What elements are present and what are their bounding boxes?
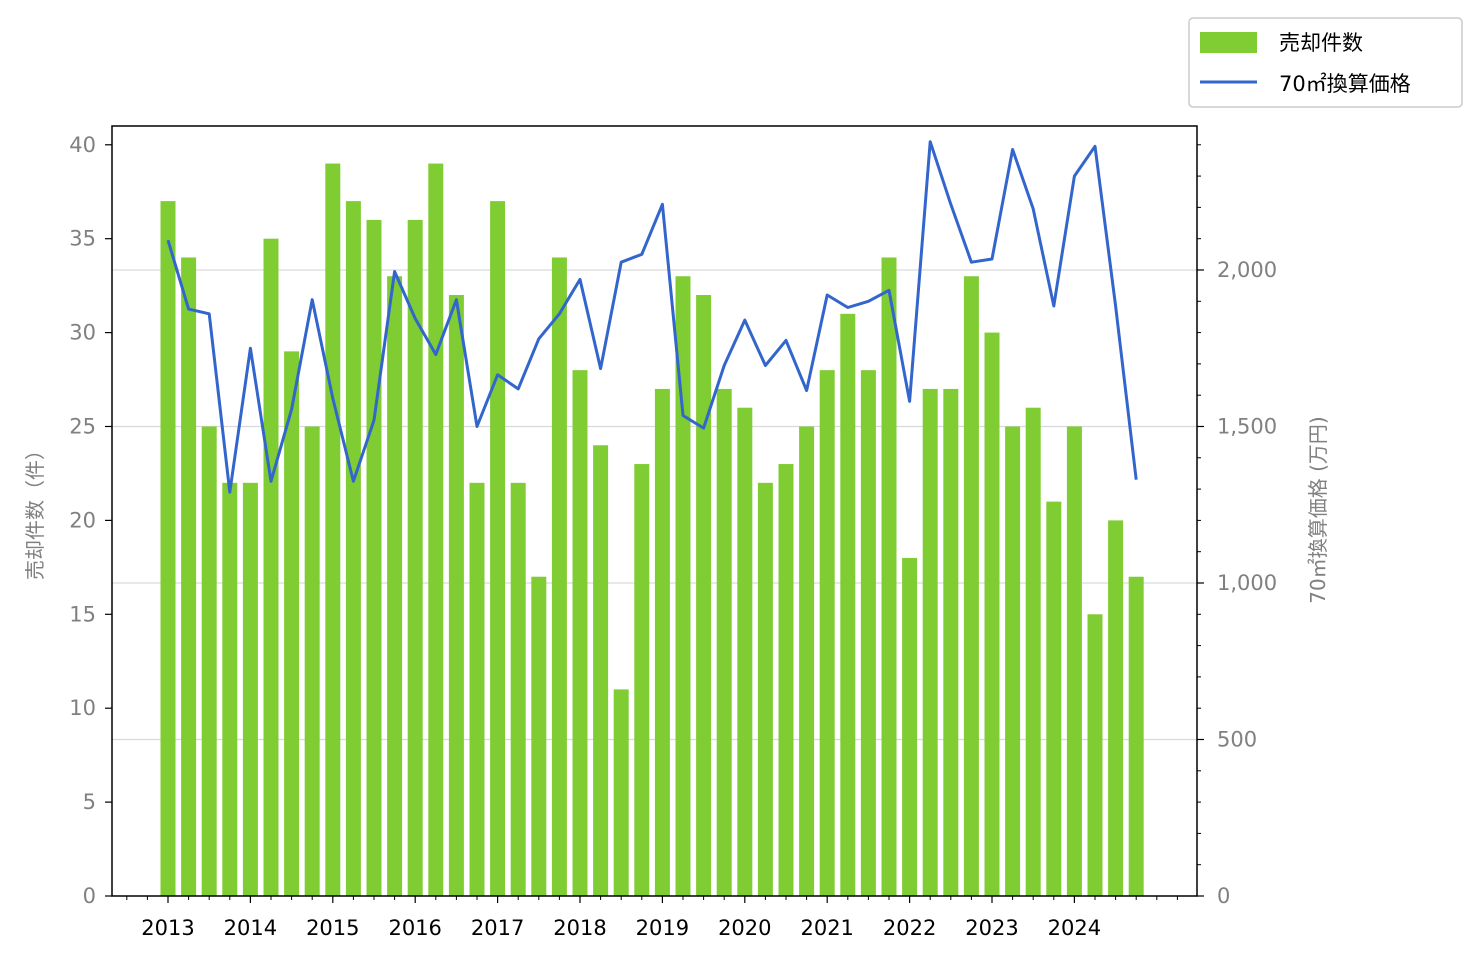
bar [1108, 520, 1124, 896]
bar [366, 219, 382, 896]
right-tick-label: 1,000 [1217, 571, 1277, 595]
bar [593, 445, 609, 896]
bar [902, 557, 918, 896]
x-tick-label: 2013 [141, 916, 194, 940]
legend[interactable]: 売却件数 70㎡換算価格 [1188, 17, 1463, 108]
bar [1066, 426, 1082, 896]
x-tick-label: 2024 [1048, 916, 1101, 940]
bar-series [160, 163, 1144, 897]
left-tick-label: 15 [69, 602, 96, 626]
bar [222, 482, 238, 896]
x-tick-label: 2019 [636, 916, 689, 940]
x-tick-label: 2016 [388, 916, 441, 940]
bar [551, 257, 567, 897]
bar [675, 276, 691, 896]
x-tick-label: 2020 [718, 916, 771, 940]
left-tick-label: 0 [83, 884, 96, 908]
bar [428, 163, 444, 896]
bar [345, 201, 361, 896]
bar [654, 388, 670, 896]
bar [881, 257, 897, 897]
bar [799, 426, 815, 896]
bar [448, 295, 464, 896]
bar [1128, 576, 1144, 896]
right-tick-label: 1,500 [1217, 414, 1277, 438]
bar [1087, 614, 1103, 896]
bar [407, 219, 423, 896]
right-tick-label: 0 [1217, 884, 1230, 908]
x-tick-label: 2023 [965, 916, 1018, 940]
left-tick-label: 30 [69, 321, 96, 345]
right-tick-label: 2,000 [1217, 258, 1277, 282]
legend-label-line: 70㎡換算価格 [1279, 72, 1411, 96]
bar [242, 482, 258, 896]
bar [1025, 407, 1041, 896]
left-tick-label: 10 [69, 696, 96, 720]
x-tick-label: 2021 [800, 916, 853, 940]
x-axis: 2013 2014 2015 2016 2017 2018 2019 2020 2021 2022… [126, 896, 1178, 940]
right-axis-title: 70㎡換算価格 (万円) [1306, 416, 1330, 603]
bar [963, 276, 979, 896]
bar [490, 201, 506, 896]
bar [922, 388, 938, 896]
bar [840, 313, 856, 896]
price-line [166, 140, 1138, 494]
bar [201, 426, 217, 896]
bar [757, 482, 773, 896]
bar [613, 689, 629, 896]
x-tick-label: 2022 [883, 916, 936, 940]
bar [325, 163, 341, 896]
bar [860, 370, 876, 896]
left-tick-label: 35 [69, 227, 96, 251]
bar [387, 276, 403, 896]
legend-box [1188, 17, 1463, 108]
legend-label-bars: 売却件数 [1279, 31, 1363, 55]
bar [737, 407, 753, 896]
bar [1005, 426, 1021, 896]
bar [943, 388, 959, 896]
bar [181, 257, 197, 897]
bar [778, 464, 794, 896]
bar [1046, 501, 1062, 896]
bar [263, 238, 279, 896]
right-tick-label: 500 [1217, 727, 1257, 751]
left-tick-label: 20 [69, 508, 96, 532]
left-tick-label: 25 [69, 414, 96, 438]
bar [510, 482, 526, 896]
bar [819, 370, 835, 896]
bar [531, 576, 547, 896]
x-tick-label: 2014 [224, 916, 277, 940]
bar [572, 370, 588, 896]
bar [634, 464, 650, 896]
bar [984, 332, 1000, 897]
bar [284, 351, 300, 896]
left-axis: 0 5 10 15 20 25 30 35 40 [69, 133, 112, 908]
right-axis: 0 500 1,000 1,500 2,000 [1197, 144, 1277, 908]
legend-bar-swatch [1200, 32, 1257, 53]
x-tick-label: 2018 [553, 916, 606, 940]
bar [469, 482, 485, 896]
bar [716, 388, 732, 896]
left-tick-label: 40 [69, 133, 96, 157]
x-tick-label: 2017 [471, 916, 524, 940]
bar [696, 295, 712, 896]
left-tick-label: 5 [83, 790, 96, 814]
plot-frame [111, 125, 1198, 897]
x-tick-label: 2015 [306, 916, 359, 940]
bar [160, 201, 176, 896]
bar [304, 426, 320, 896]
left-axis-title: 売却件数（件） [23, 440, 47, 580]
